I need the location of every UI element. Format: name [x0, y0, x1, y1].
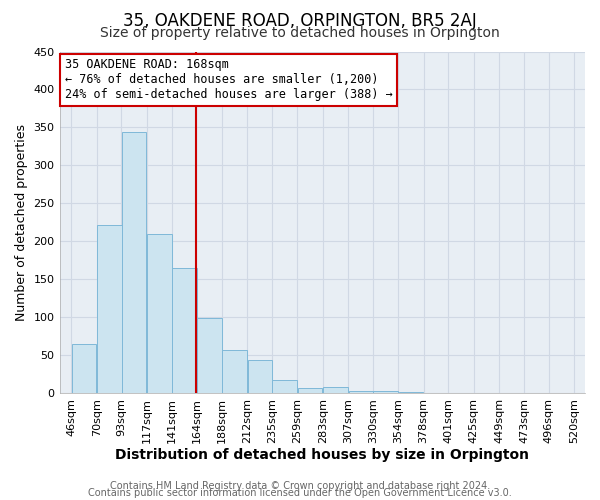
- Bar: [248, 360, 272, 393]
- Bar: [223, 350, 247, 393]
- Bar: [147, 234, 172, 393]
- X-axis label: Distribution of detached houses by size in Orpington: Distribution of detached houses by size …: [115, 448, 529, 462]
- Bar: [323, 387, 348, 393]
- Bar: [298, 388, 322, 393]
- Bar: [97, 224, 122, 393]
- Text: Size of property relative to detached houses in Orpington: Size of property relative to detached ho…: [100, 26, 500, 40]
- Y-axis label: Number of detached properties: Number of detached properties: [15, 124, 28, 320]
- Bar: [197, 318, 221, 393]
- Text: Contains HM Land Registry data © Crown copyright and database right 2024.: Contains HM Land Registry data © Crown c…: [110, 481, 490, 491]
- Text: 35, OAKDENE ROAD, ORPINGTON, BR5 2AJ: 35, OAKDENE ROAD, ORPINGTON, BR5 2AJ: [123, 12, 477, 30]
- Bar: [398, 392, 423, 393]
- Bar: [122, 132, 146, 393]
- Bar: [272, 380, 297, 393]
- Text: Contains public sector information licensed under the Open Government Licence v3: Contains public sector information licen…: [88, 488, 512, 498]
- Bar: [71, 344, 96, 393]
- Text: 35 OAKDENE ROAD: 168sqm
← 76% of detached houses are smaller (1,200)
24% of semi: 35 OAKDENE ROAD: 168sqm ← 76% of detache…: [65, 58, 392, 102]
- Bar: [373, 392, 398, 393]
- Bar: [349, 390, 373, 393]
- Bar: [172, 268, 197, 393]
